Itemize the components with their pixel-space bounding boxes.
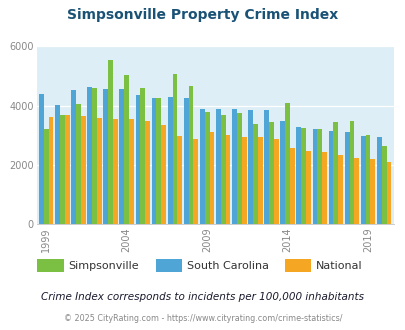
Bar (333, 122, 337, 224)
Bar (60, 115, 64, 224)
Bar (199, 109, 204, 224)
Bar (119, 89, 124, 224)
Bar (237, 113, 241, 224)
Bar (81, 116, 85, 224)
Bar (113, 119, 117, 224)
Bar (337, 155, 342, 224)
Bar (280, 121, 284, 224)
Bar (140, 88, 145, 224)
Bar (124, 75, 129, 224)
Bar (97, 118, 102, 224)
Bar (273, 139, 278, 224)
Text: Simpsonville: Simpsonville (68, 261, 139, 271)
Bar (215, 110, 220, 224)
Bar (289, 148, 294, 224)
Text: South Carolina: South Carolina (187, 261, 269, 271)
Bar (103, 89, 108, 224)
Bar (312, 129, 317, 224)
Bar (183, 98, 188, 224)
Bar (225, 135, 230, 224)
Text: Crime Index corresponds to incidents per 100,000 inhabitants: Crime Index corresponds to incidents per… (41, 292, 364, 302)
Text: National: National (315, 261, 362, 271)
Bar (317, 129, 322, 224)
Bar (172, 74, 177, 224)
Bar (55, 105, 60, 224)
Bar (344, 132, 349, 224)
Bar (386, 162, 390, 224)
Bar (360, 137, 365, 224)
Bar (193, 139, 198, 224)
Bar (167, 97, 172, 224)
Bar (349, 121, 354, 224)
Bar (161, 125, 166, 224)
Bar (247, 110, 252, 224)
Bar (108, 59, 113, 224)
Bar (376, 137, 381, 224)
Text: Simpsonville Property Crime Index: Simpsonville Property Crime Index (67, 8, 338, 22)
Bar (92, 88, 97, 224)
Bar (39, 94, 44, 224)
Bar (145, 121, 149, 224)
Bar (44, 129, 49, 224)
Bar (209, 132, 214, 224)
Bar (370, 159, 374, 224)
Bar (232, 109, 237, 224)
Bar (177, 137, 182, 224)
Bar (264, 110, 269, 224)
Bar (76, 104, 81, 224)
Bar (188, 86, 193, 224)
Bar (204, 112, 209, 224)
Bar (296, 127, 301, 224)
Bar (129, 119, 134, 224)
Bar (64, 115, 69, 224)
Bar (284, 103, 289, 224)
Bar (151, 98, 156, 224)
Bar (252, 124, 257, 224)
Bar (241, 137, 246, 224)
Bar (87, 87, 92, 224)
Bar (305, 151, 310, 224)
Bar (301, 128, 305, 224)
Bar (381, 146, 386, 224)
Bar (365, 135, 370, 224)
Bar (322, 152, 326, 224)
Bar (135, 95, 140, 224)
Bar (156, 98, 161, 224)
Bar (49, 117, 53, 224)
Bar (269, 122, 273, 224)
Bar (220, 115, 225, 224)
Bar (328, 131, 333, 224)
Bar (354, 158, 358, 224)
Bar (71, 90, 76, 224)
Bar (257, 137, 262, 224)
Text: © 2025 CityRating.com - https://www.cityrating.com/crime-statistics/: © 2025 CityRating.com - https://www.city… (64, 314, 341, 323)
